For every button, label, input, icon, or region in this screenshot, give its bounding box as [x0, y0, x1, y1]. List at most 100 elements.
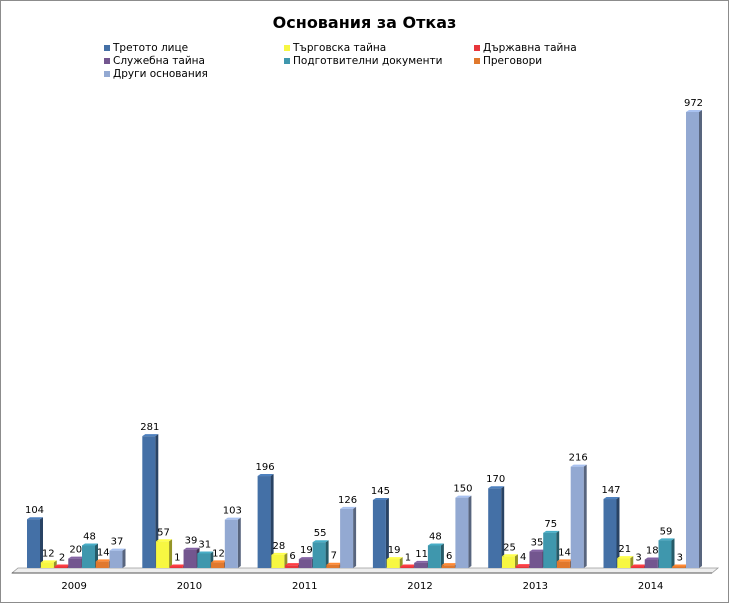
- bar-side: [699, 110, 702, 568]
- legend-item: Търговска тайна: [284, 42, 386, 54]
- bar-2010-1: [156, 541, 170, 568]
- x-tick-label: 2011: [292, 581, 317, 592]
- bar-2009-5: [95, 561, 109, 568]
- data-label: 75: [544, 519, 557, 530]
- data-label: 20: [69, 545, 82, 556]
- bar-top: [156, 539, 173, 542]
- data-label: 25: [503, 542, 516, 553]
- x-tick-label: 2013: [523, 581, 548, 592]
- data-label: 31: [198, 539, 211, 550]
- bar-2009-6: [109, 550, 123, 568]
- data-label: 4: [520, 552, 526, 563]
- data-label: 11: [415, 549, 428, 560]
- bar-top: [40, 560, 57, 563]
- bar-2013-2: [515, 566, 529, 568]
- data-label: 12: [212, 548, 225, 559]
- bar-2012-6: [455, 497, 469, 568]
- legend-swatch: [474, 45, 480, 51]
- bar-side: [501, 486, 505, 568]
- legend-label: Подготвителни документи: [293, 55, 443, 67]
- bar-side: [353, 506, 357, 568]
- bar-top: [271, 552, 288, 555]
- legend-swatch: [284, 45, 290, 51]
- bar-2009-1: [40, 562, 54, 568]
- legend-swatch: [104, 71, 110, 77]
- bar-side: [155, 434, 159, 568]
- bar-2010-2: [169, 566, 183, 568]
- bar-top: [515, 564, 532, 567]
- data-label: 14: [97, 547, 110, 558]
- bar-top: [197, 551, 214, 554]
- bar-top: [183, 547, 200, 550]
- bar-2011-3: [298, 559, 312, 568]
- bar-2012-1: [386, 559, 400, 568]
- bar-top: [529, 549, 546, 552]
- bar-top: [631, 564, 647, 567]
- bar-2011-6: [340, 508, 354, 568]
- bar-top: [257, 474, 274, 477]
- legend-item: Служебна тайна: [104, 55, 205, 67]
- bar-top: [298, 557, 315, 560]
- bar-top: [686, 110, 702, 112]
- data-label: 216: [569, 453, 588, 464]
- bar-2014-1: [617, 558, 631, 568]
- legend-item: Преговори: [474, 55, 542, 67]
- bar-2010-3: [183, 549, 197, 568]
- data-label: 104: [25, 505, 44, 516]
- bar-2009-0: [27, 519, 40, 568]
- bar-side: [616, 497, 620, 568]
- chart-floor: [10, 567, 720, 574]
- bar-top: [340, 506, 357, 509]
- bar-side: [556, 530, 560, 568]
- data-label: 2: [59, 553, 65, 564]
- bar-top: [312, 540, 329, 543]
- legend-item: Подготвителни документи: [284, 55, 442, 67]
- data-label: 7: [331, 551, 337, 562]
- data-label: 1: [405, 553, 411, 564]
- data-label: 972: [684, 98, 703, 109]
- bar-side: [237, 517, 241, 568]
- data-label: 196: [256, 462, 275, 473]
- bar-2009-4: [82, 545, 95, 568]
- bar-top: [414, 560, 431, 563]
- bar-side: [40, 517, 43, 568]
- legend-item: Третото лице: [104, 42, 188, 54]
- data-label: 150: [453, 484, 472, 495]
- legend-swatch: [284, 58, 290, 64]
- bar-2014-4: [658, 540, 672, 568]
- bar-top: [658, 538, 675, 541]
- bar-2009-3: [68, 558, 82, 568]
- bar-side: [630, 556, 634, 568]
- data-label: 18: [646, 546, 659, 557]
- bar-2010-4: [197, 553, 211, 568]
- bar-top: [644, 557, 661, 560]
- bar-2014-0: [603, 499, 617, 568]
- bar-top: [95, 559, 112, 562]
- bar-top: [27, 517, 43, 520]
- bar-2013-4: [543, 532, 557, 568]
- bar-2013-6: [570, 466, 584, 568]
- data-label: 28: [272, 541, 285, 552]
- data-label: 12: [42, 548, 55, 559]
- bar-top: [109, 548, 126, 551]
- legend-label: Преговори: [483, 55, 543, 67]
- data-label: 1: [174, 553, 180, 564]
- bar-2013-5: [556, 561, 570, 568]
- legend-label: Третото лице: [113, 42, 189, 54]
- bar-top: [570, 464, 587, 467]
- chart-title: Основания за Отказ: [272, 13, 457, 32]
- bar-top: [617, 556, 634, 559]
- legend-swatch: [474, 58, 480, 64]
- data-label: 21: [618, 544, 631, 555]
- bar-top: [54, 564, 71, 567]
- bar-2014-3: [644, 559, 658, 568]
- bar-2011-0: [257, 476, 271, 568]
- bar-2013-3: [529, 551, 543, 568]
- bar-top: [82, 543, 98, 546]
- legend-swatch: [104, 58, 110, 64]
- bar-side: [385, 497, 389, 568]
- bar-2014-2: [631, 566, 644, 568]
- bar-top: [372, 497, 389, 500]
- data-label: 6: [446, 551, 452, 562]
